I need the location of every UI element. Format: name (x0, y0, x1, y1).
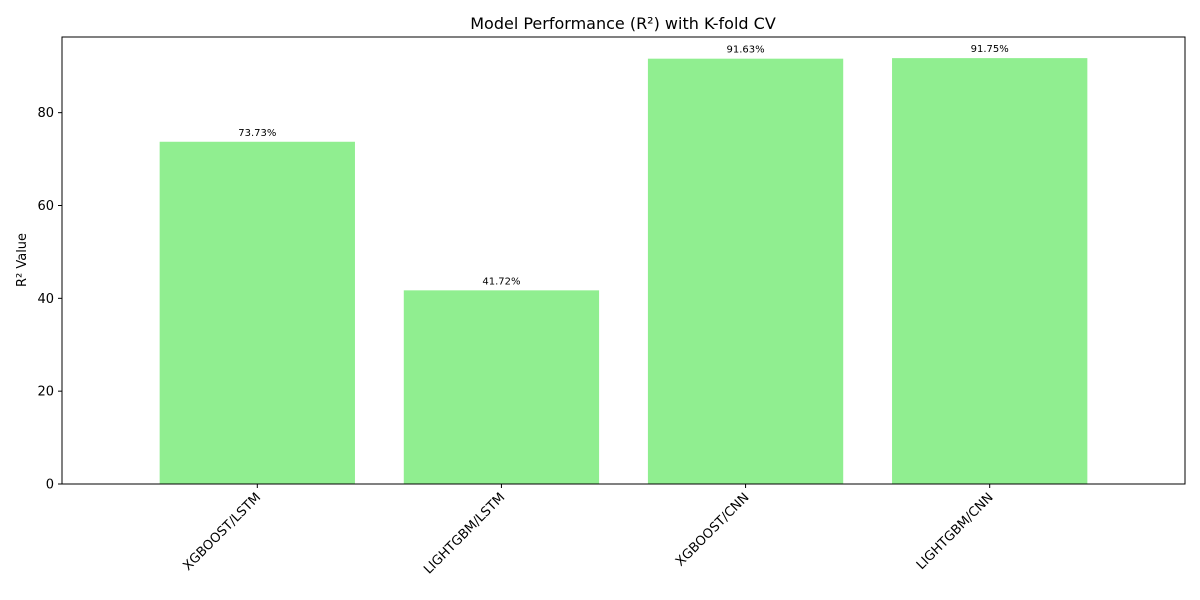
y-axis-ticks: 0 20 40 60 80 (37, 106, 62, 493)
bar-value-labels: 73.73% 41.72% 91.63% 91.75% (238, 44, 1009, 287)
chart-title: Model Performance (R²) with K-fold CV (470, 14, 776, 33)
bar-value-label: 73.73% (238, 128, 276, 139)
x-tick-label: LIGHTGBM/CNN (914, 490, 997, 573)
bar-value-label: 91.63% (726, 45, 764, 56)
bar-xgboost-cnn (647, 58, 844, 485)
y-tick-label: 0 (46, 478, 54, 493)
bar-lightgbm-cnn (892, 58, 1088, 485)
bar-value-label: 41.72% (482, 276, 520, 287)
bar-xgboost-lstm (159, 141, 355, 485)
x-axis-ticks: XGBOOST/LSTM LIGHTGBM/LSTM XGBOOST/CNN LIGH… (180, 484, 997, 577)
y-tick-label: 60 (37, 199, 54, 214)
y-tick-label: 40 (37, 292, 54, 307)
x-tick-label: XGBOOST/LSTM (180, 490, 264, 574)
x-tick-label: LIGHTGBM/LSTM (421, 490, 508, 577)
y-axis-label: R² Value (15, 233, 30, 287)
plot-frame (61, 36, 1186, 485)
bar-lightgbm-lstm (403, 290, 600, 484)
y-tick-label: 80 (37, 106, 54, 121)
x-tick-label: XGBOOST/CNN (673, 490, 752, 569)
bars-group (159, 58, 1088, 485)
y-tick-label: 20 (37, 385, 54, 400)
bar-value-label: 91.75% (971, 44, 1009, 55)
